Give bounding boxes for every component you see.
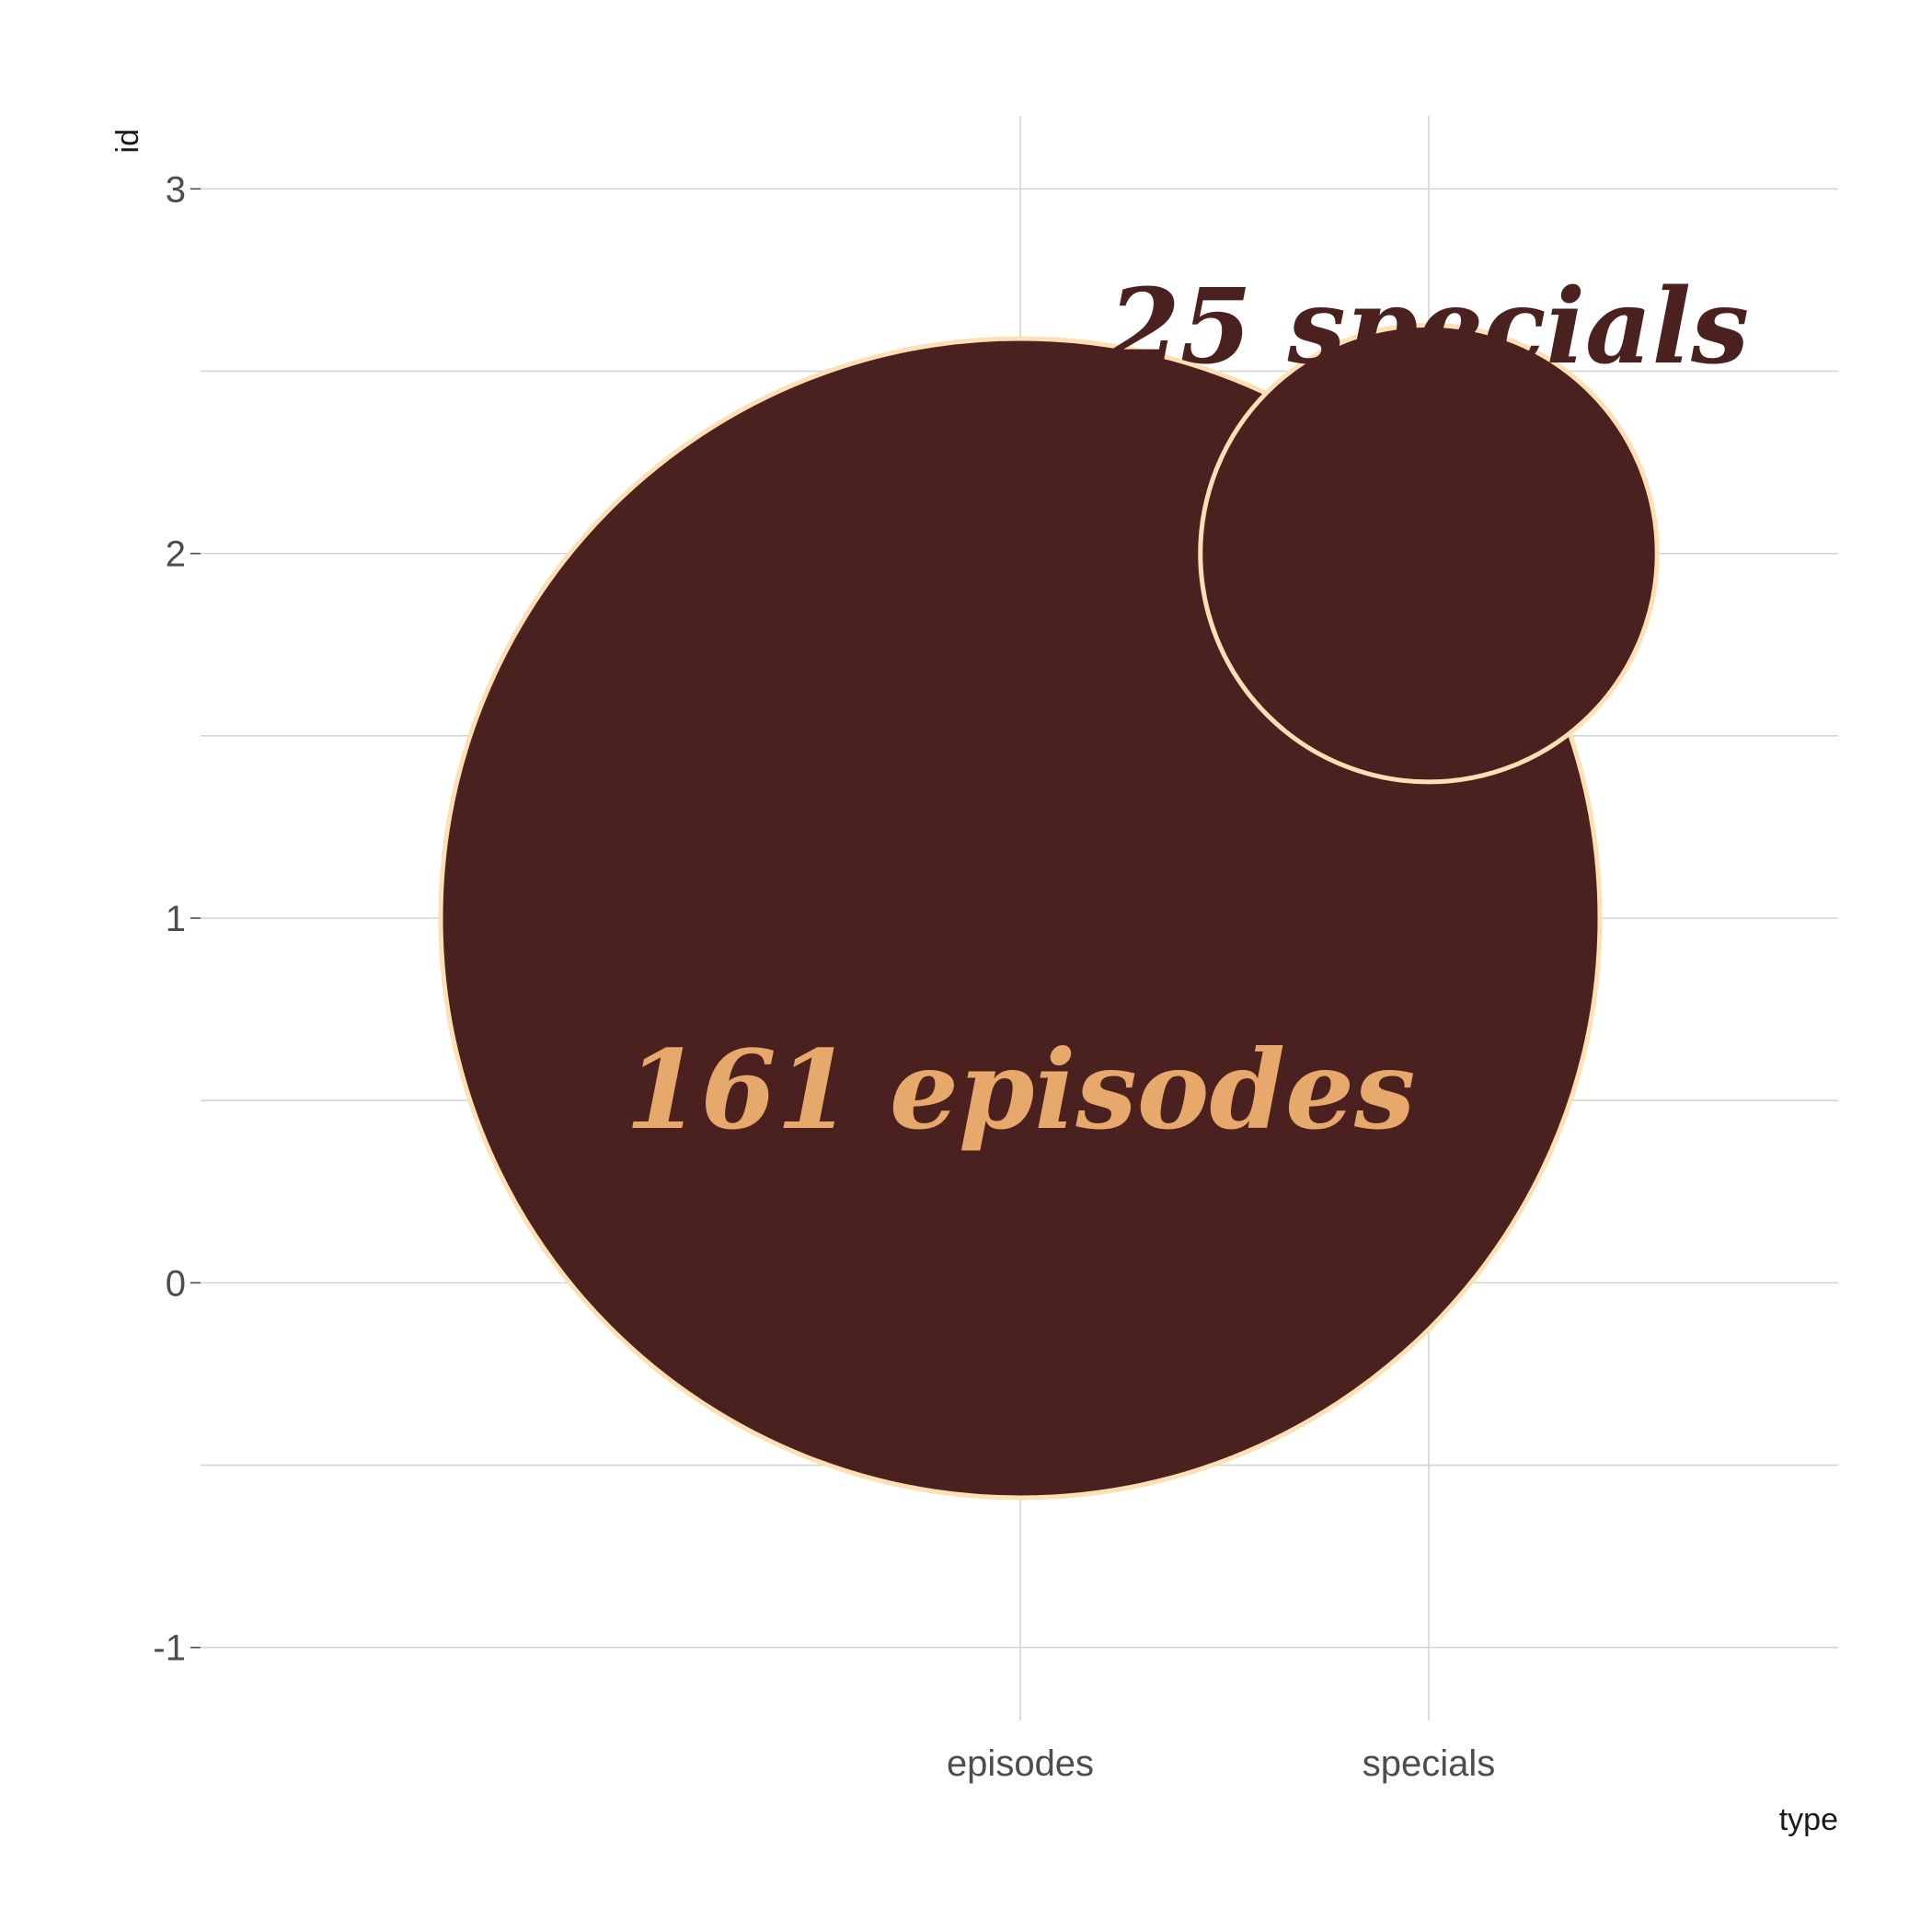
y-tick-label: 2 xyxy=(166,535,186,575)
y-tick-label: 1 xyxy=(166,899,186,939)
annotation-label: 161 episodes xyxy=(626,1026,1416,1154)
x-tick-label: episodes xyxy=(947,1743,1094,1784)
y-tick-label: 0 xyxy=(166,1263,186,1304)
x-tick-label: specials xyxy=(1363,1743,1496,1784)
tick-layer: -1 0 1 2 3 episodes specials xyxy=(153,169,1495,1784)
y-tick-label: -1 xyxy=(153,1628,186,1669)
y-axis-title: id xyxy=(110,129,145,153)
annotation-label: 25 specials xyxy=(1108,267,1749,387)
x-axis-title: type xyxy=(1779,1802,1838,1837)
annotation-layer: 161 episodes 25 specials xyxy=(626,267,1750,1154)
point-layer xyxy=(438,322,1660,1501)
y-tick-label: 3 xyxy=(166,169,186,210)
bubble-specials xyxy=(1198,322,1660,785)
